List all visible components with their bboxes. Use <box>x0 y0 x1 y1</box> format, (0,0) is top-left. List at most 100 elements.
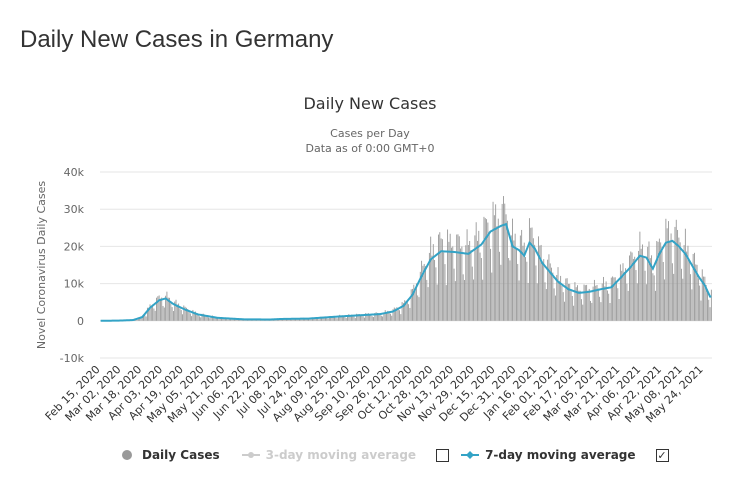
daily-case-bar[interactable] <box>669 241 671 321</box>
daily-case-bar[interactable] <box>547 259 549 321</box>
daily-case-bar[interactable] <box>380 315 382 321</box>
daily-case-bar[interactable] <box>439 232 441 321</box>
daily-case-bar[interactable] <box>473 279 475 321</box>
daily-case-bar[interactable] <box>688 261 690 321</box>
daily-case-bar[interactable] <box>649 258 651 321</box>
daily-case-bar[interactable] <box>389 313 391 321</box>
daily-case-bar[interactable] <box>556 274 558 321</box>
daily-case-bar[interactable] <box>183 305 185 321</box>
daily-case-bar[interactable] <box>369 314 371 321</box>
daily-case-bar[interactable] <box>358 314 360 321</box>
daily-case-bar[interactable] <box>655 290 656 321</box>
daily-case-bar[interactable] <box>214 316 216 321</box>
daily-case-bar[interactable] <box>561 285 563 321</box>
daily-case-bar[interactable] <box>393 307 395 321</box>
daily-case-bar[interactable] <box>166 291 168 321</box>
daily-case-bar[interactable] <box>605 281 607 321</box>
daily-case-bar[interactable] <box>153 308 155 321</box>
daily-case-bar[interactable] <box>431 255 433 321</box>
legend-item-7day-average[interactable]: 7-day moving average <box>461 448 636 462</box>
daily-case-bar[interactable] <box>557 267 559 321</box>
daily-case-bar[interactable] <box>705 285 707 321</box>
daily-case-bar[interactable] <box>146 307 148 321</box>
daily-case-bar[interactable] <box>656 241 658 321</box>
daily-case-bar[interactable] <box>327 318 329 321</box>
daily-case-bar[interactable] <box>661 246 663 321</box>
daily-case-bar[interactable] <box>148 307 150 321</box>
daily-case-bar[interactable] <box>315 318 317 321</box>
daily-case-bar[interactable] <box>404 300 406 321</box>
daily-case-bar[interactable] <box>454 281 456 321</box>
daily-case-bar[interactable] <box>484 218 486 321</box>
daily-case-bar[interactable] <box>162 305 164 321</box>
daily-case-bar[interactable] <box>273 320 274 321</box>
daily-case-bar[interactable] <box>438 234 439 321</box>
daily-case-bar[interactable] <box>497 218 499 321</box>
daily-case-bar[interactable] <box>387 310 389 321</box>
daily-case-bar[interactable] <box>558 280 560 321</box>
daily-case-bar[interactable] <box>696 264 698 321</box>
daily-case-bar[interactable] <box>336 318 338 321</box>
daily-case-bar[interactable] <box>638 250 640 321</box>
daily-case-bar[interactable] <box>436 284 438 321</box>
daily-case-bar[interactable] <box>191 316 193 321</box>
daily-case-bar[interactable] <box>182 314 183 321</box>
daily-case-bar[interactable] <box>198 316 200 321</box>
daily-case-bar[interactable] <box>205 315 207 321</box>
7day-average-checkbox[interactable]: ✓ <box>655 448 669 462</box>
daily-case-bar[interactable] <box>593 279 595 321</box>
daily-case-bar[interactable] <box>165 295 167 321</box>
daily-case-bar[interactable] <box>337 316 339 321</box>
daily-case-bar[interactable] <box>466 229 468 321</box>
daily-case-bar[interactable] <box>488 231 490 321</box>
daily-case-bar[interactable] <box>349 315 351 321</box>
daily-case-bar[interactable] <box>610 277 612 321</box>
daily-case-bar[interactable] <box>694 252 695 321</box>
daily-case-bar[interactable] <box>687 245 689 321</box>
daily-case-bar[interactable] <box>350 314 352 321</box>
daily-case-bar[interactable] <box>434 260 436 321</box>
daily-case-bar[interactable] <box>686 251 688 321</box>
daily-case-bar[interactable] <box>397 309 399 321</box>
daily-case-bar[interactable] <box>573 305 575 321</box>
daily-case-bar[interactable] <box>523 242 525 321</box>
daily-case-bar[interactable] <box>150 305 152 321</box>
daily-case-bar[interactable] <box>179 308 181 321</box>
daily-case-bar[interactable] <box>319 316 321 321</box>
daily-case-bar[interactable] <box>571 295 573 321</box>
daily-case-bar[interactable] <box>140 316 142 321</box>
daily-case-bar[interactable] <box>339 314 341 321</box>
daily-case-bar[interactable] <box>392 309 394 321</box>
daily-case-bar[interactable] <box>418 297 420 321</box>
daily-case-bar[interactable] <box>640 248 642 321</box>
daily-case-bar[interactable] <box>506 220 508 321</box>
daily-case-bar[interactable] <box>588 288 590 321</box>
daily-case-bar[interactable] <box>213 316 215 321</box>
daily-case-bar[interactable] <box>427 287 429 321</box>
daily-case-bar[interactable] <box>467 244 469 321</box>
daily-case-bar[interactable] <box>391 315 393 321</box>
daily-case-bar[interactable] <box>402 303 404 321</box>
daily-case-bar[interactable] <box>145 316 147 321</box>
daily-case-bar[interactable] <box>564 301 565 321</box>
daily-case-bar[interactable] <box>535 265 537 321</box>
daily-case-bar[interactable] <box>218 319 220 321</box>
daily-case-bar[interactable] <box>432 244 434 321</box>
daily-case-bar[interactable] <box>406 299 408 321</box>
daily-case-bar[interactable] <box>539 245 541 321</box>
daily-case-bar[interactable] <box>456 234 458 321</box>
daily-case-bar[interactable] <box>323 317 325 321</box>
daily-case-bar[interactable] <box>700 300 702 321</box>
daily-case-bar[interactable] <box>460 248 462 321</box>
daily-case-bar[interactable] <box>330 315 332 321</box>
daily-case-bar[interactable] <box>499 251 501 321</box>
daily-case-bar[interactable] <box>335 317 337 321</box>
daily-case-bar[interactable] <box>282 319 284 321</box>
daily-case-bar[interactable] <box>532 238 534 321</box>
daily-case-bar[interactable] <box>577 285 578 321</box>
daily-case-bar[interactable] <box>163 307 165 321</box>
daily-case-bar[interactable] <box>222 317 224 321</box>
daily-case-bar[interactable] <box>632 258 634 321</box>
daily-case-bar[interactable] <box>500 264 502 321</box>
daily-case-bar[interactable] <box>167 297 169 321</box>
